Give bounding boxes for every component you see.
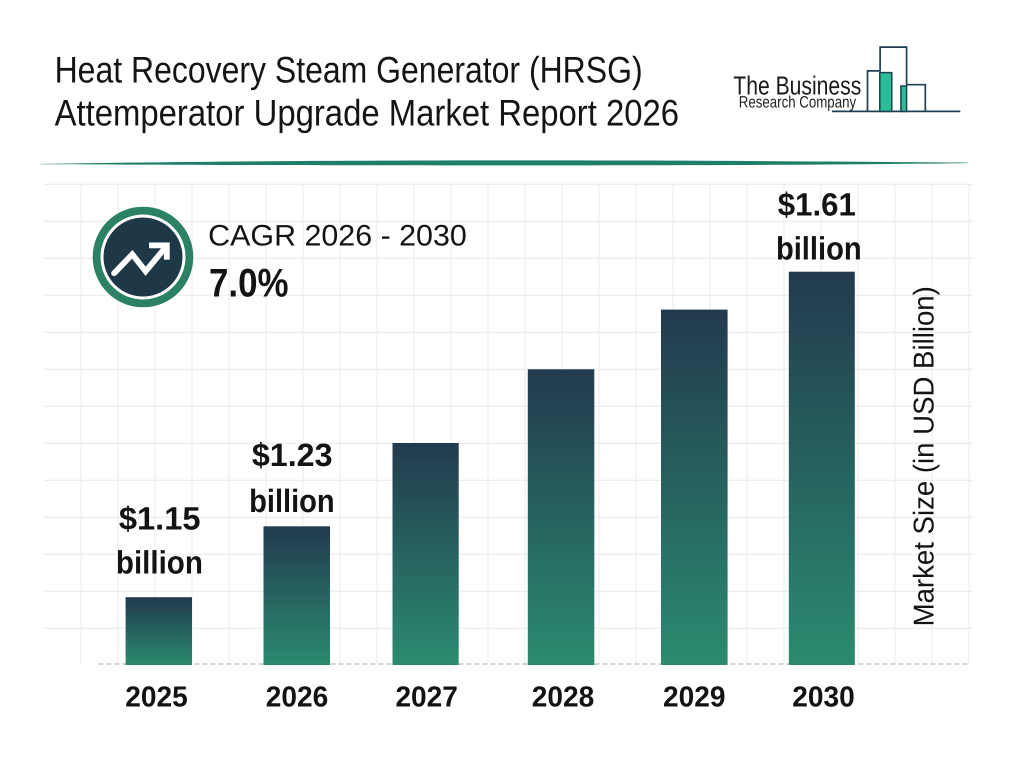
svg-text:$1.15: $1.15 (119, 501, 201, 537)
svg-text:billion: billion (116, 544, 203, 580)
svg-text:billion: billion (249, 483, 335, 519)
svg-text:2028: 2028 (532, 681, 595, 713)
svg-text:7.0%: 7.0% (209, 261, 289, 305)
svg-text:Research Company: Research Company (739, 93, 857, 111)
svg-text:Market Size (in USD Billion): Market Size (in USD Billion) (909, 286, 941, 626)
svg-text:2026: 2026 (266, 681, 329, 713)
svg-text:2030: 2030 (792, 681, 855, 713)
svg-text:Attemperator Upgrade Market Re: Attemperator Upgrade Market Report 2026 (55, 92, 680, 133)
svg-text:Heat Recovery Steam Generator: Heat Recovery Steam Generator (HRSG) (55, 50, 643, 91)
svg-text:2029: 2029 (663, 681, 726, 713)
svg-text:2025: 2025 (125, 681, 188, 713)
svg-text:$1.23: $1.23 (252, 437, 333, 473)
svg-text:billion: billion (776, 230, 862, 266)
svg-text:2027: 2027 (395, 681, 458, 713)
svg-text:The Business: The Business (733, 71, 861, 101)
svg-text:CAGR 2026 - 2030: CAGR 2026 - 2030 (208, 220, 467, 253)
svg-text:$1.61: $1.61 (778, 187, 856, 223)
